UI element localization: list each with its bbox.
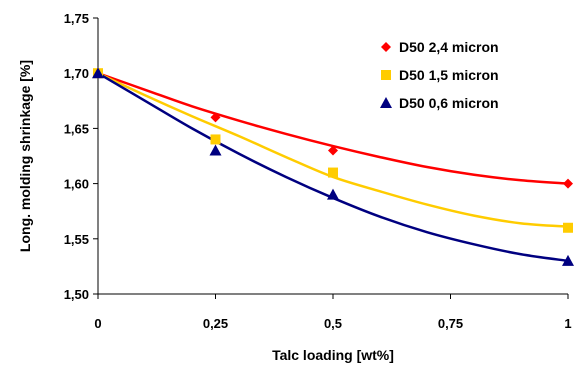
x-axis-ticks: 0 0,25 0,5 0,75 1: [94, 294, 572, 331]
data-point-series-3: [209, 144, 222, 156]
x-tick-label: 0,5: [324, 316, 342, 331]
data-point-series-2: [563, 222, 573, 233]
data-markers: [92, 67, 574, 266]
data-point-series-1: [563, 178, 573, 189]
legend-label-series-3: D50 0,6 micron: [399, 95, 499, 111]
legend-marker-series-3: [380, 97, 392, 108]
legend: D50 2,4 micron D50 1,5 micron D50 0,6 micr…: [380, 39, 499, 111]
data-point-series-3: [327, 188, 339, 200]
data-point-series-2: [210, 134, 221, 145]
y-tick-label: 1,65: [64, 121, 89, 136]
y-tick-label: 1,55: [64, 232, 89, 247]
legend-label-series-2: D50 1,5 micron: [399, 67, 499, 83]
y-tick-label: 1,60: [64, 177, 89, 192]
x-tick-label: 1: [564, 316, 571, 331]
legend-marker-series-1: [381, 42, 391, 52]
data-point-series-1: [328, 145, 338, 156]
x-tick-label: 0,25: [203, 316, 228, 331]
data-point-series-3: [92, 67, 104, 79]
plot-area: [98, 18, 568, 294]
x-tick-label: 0: [94, 316, 101, 331]
y-tick-label: 1,70: [64, 66, 89, 81]
y-tick-label: 1,50: [64, 287, 89, 302]
data-point-series-2: [328, 167, 338, 178]
legend-marker-series-2: [381, 70, 391, 80]
legend-label-series-1: D50 2,4 micron: [399, 39, 499, 55]
data-point-series-3: [562, 254, 574, 266]
y-axis-title: Long. molding shrinkage [%]: [17, 60, 33, 252]
y-tick-label: 1,75: [64, 11, 89, 26]
x-axis-title: Talc loading [wt%]: [272, 347, 394, 363]
y-axis-ticks: 1,50 1,55 1,60 1,65 1,70 1,75: [64, 11, 98, 302]
data-point-series-1: [210, 112, 221, 123]
x-tick-label: 0,75: [438, 316, 463, 331]
